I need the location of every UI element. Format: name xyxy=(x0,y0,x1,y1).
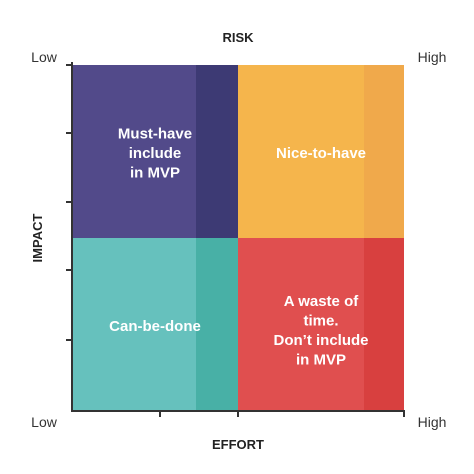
quadrant-shade xyxy=(196,65,238,238)
quadrant-shade xyxy=(364,238,404,411)
quadrant-text: Can-be-done xyxy=(109,318,201,335)
quadrant-labels: Must-have include in MVP Nice-to-have Can-be… xyxy=(109,126,368,369)
quadrant-text: Must-have xyxy=(118,126,192,143)
quadrant-text: time. xyxy=(303,312,338,329)
quadrant-shade xyxy=(364,65,404,238)
quadrant-text: in MVP xyxy=(130,165,180,182)
bottom-label: EFFORT xyxy=(212,437,264,452)
corner-label: Low xyxy=(31,49,58,65)
quadrant-text: include xyxy=(129,145,182,162)
quadrant-text: Don’t include xyxy=(274,332,369,349)
quadrant-shade xyxy=(196,238,238,411)
ticks xyxy=(66,64,405,417)
quadrant-text: in MVP xyxy=(296,351,346,368)
top-label: RISK xyxy=(222,30,254,45)
corner-label: High xyxy=(418,49,447,65)
quadrant-text: Nice-to-have xyxy=(276,145,366,162)
left-label: IMPACT xyxy=(30,214,45,263)
quadrant-text: A waste of xyxy=(284,293,359,310)
corner-label: Low xyxy=(31,414,58,430)
corner-label: High xyxy=(418,414,447,430)
